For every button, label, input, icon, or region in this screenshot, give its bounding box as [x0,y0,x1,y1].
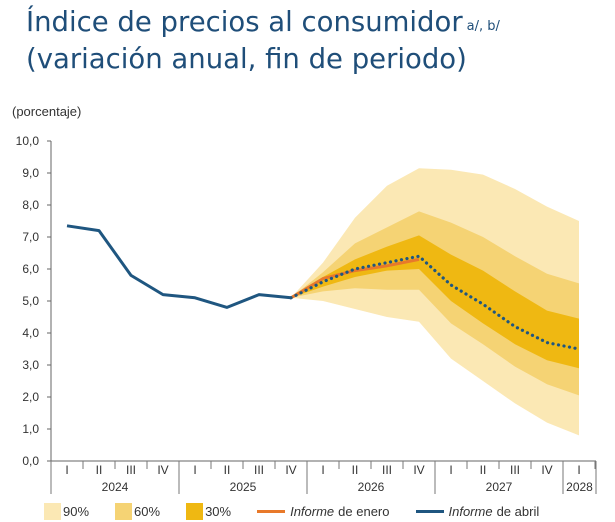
y-tick-label: 8,0 [22,198,39,212]
legend-item-30: 30% [186,503,231,520]
legend-item-90: 90% [44,503,89,520]
chart-title: Índice de precios al consumidor a/, b/ (v… [26,4,500,78]
legend-label-abril-italic: Informe [448,504,493,519]
y-tick-label: 7,0 [22,230,39,244]
x-quarter-label: III [510,463,520,477]
series-line-informe-de-abril [66,224,292,309]
x-quarter-label: I [577,463,580,477]
x-quarter-label: I [321,463,324,477]
x-quarter-label: I [449,463,452,477]
x-year-label: 2027 [486,480,513,494]
y-tick-label: 6,0 [22,262,39,276]
x-quarter-label: IV [413,463,424,477]
legend-label-90: 90% [63,504,90,519]
title-line-1: Índice de precios al consumidor [26,6,463,38]
x-quarter-label: II [96,463,103,477]
x-quarter-label: II [480,463,487,477]
legend-swatch-30 [186,503,204,520]
legend-line-enero [257,510,286,513]
legend-label-enero-italic: Informe [290,504,335,519]
y-tick-label: 3,0 [22,358,39,372]
x-year-label: 2026 [358,480,385,494]
x-quarter-label: II [224,463,231,477]
x-year-label: 2024 [102,480,129,494]
x-quarter-label: III [254,463,264,477]
title-footnote: a/, b/ [466,19,500,34]
x-quarter-label: IV [285,463,296,477]
series-line-informe-de-abril-projection [289,254,581,351]
x-quarter-label: III [382,463,392,477]
legend-item-60: 60% [115,503,160,520]
legend-item-abril: Informe de abril [415,504,540,519]
y-tick-label: 9,0 [22,166,39,180]
x-year-label: 2025 [230,480,257,494]
y-tick-label: 2,0 [22,390,39,404]
y-tick-label: 0,0 [22,454,39,468]
x-quarter-label: I [193,463,196,477]
legend-label-abril: de abril [496,504,540,519]
x-quarter-label: III [126,463,136,477]
x-year-label: 2028 [566,480,593,494]
legend: 90% 60% 30% Informe de enero Informe de … [44,503,565,520]
y-tick-label: 10,0 [16,134,40,148]
x-quarter-label: IV [541,463,552,477]
legend-swatch-90 [44,503,61,520]
y-tick-label: 1,0 [22,422,39,436]
title-line-2: (variación anual, fin de periodo) [26,43,467,75]
y-tick-label: 4,0 [22,326,39,340]
legend-label-30: 30% [205,504,232,519]
y-tick-label: 5,0 [22,294,39,308]
x-quarter-label: II [352,463,359,477]
legend-label-enero: de enero [338,504,390,519]
legend-item-enero: Informe de enero [257,504,390,519]
legend-label-60: 60% [134,504,161,519]
x-quarter-label: IV [157,463,168,477]
legend-line-abril [415,510,444,513]
legend-swatch-60 [115,503,133,520]
series-line-informe-de-enero [290,257,420,300]
x-quarter-label: I [65,463,68,477]
y-axis-label: (porcentaje) [12,104,82,119]
